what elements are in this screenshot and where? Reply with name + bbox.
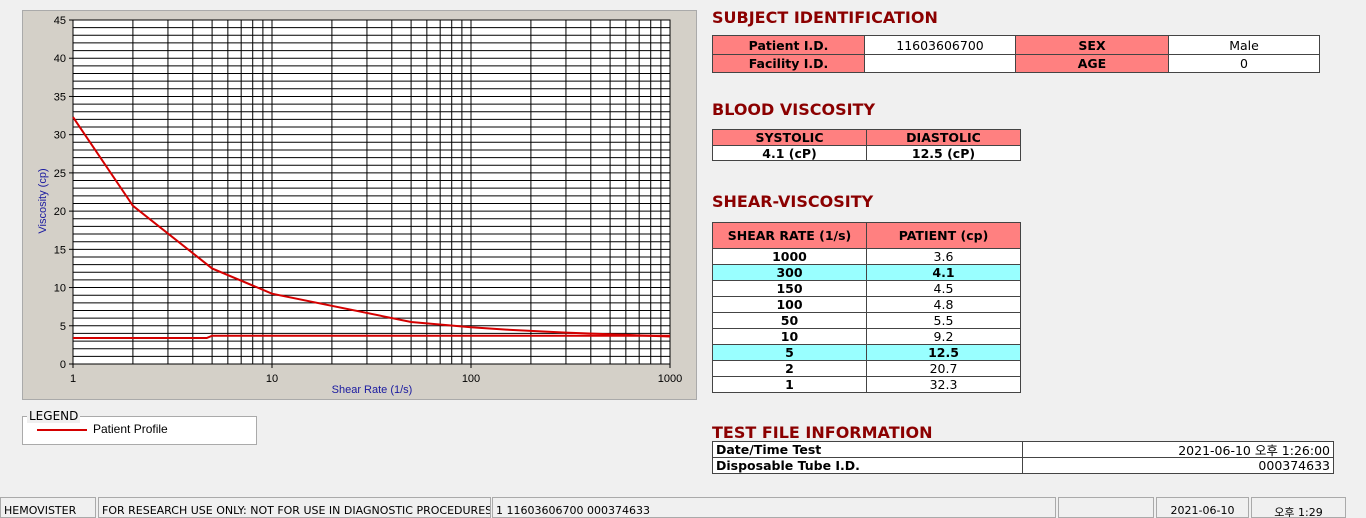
status-cell: 오후 1:29	[1251, 497, 1346, 518]
data-line	[72, 116, 671, 338]
value-cell: 12.5	[866, 344, 1021, 361]
x-tick-label: 100	[462, 373, 480, 385]
chart-panel: Shear Rate (1/s) Viscosity (cp) 1 10 100 10…	[22, 10, 697, 400]
label-cell: SEX	[1015, 35, 1169, 55]
x-tick-label: 10	[266, 373, 278, 385]
label-cell: Date/Time Test	[712, 441, 1023, 458]
label-cell: Facility I.D.	[712, 54, 865, 73]
x-axis-label: Shear Rate (1/s)	[332, 384, 413, 396]
y-axis-label: Viscosity (cp)	[37, 168, 49, 233]
status-cell: FOR RESEARCH USE ONLY: NOT FOR USE IN DI…	[98, 497, 491, 518]
y-tick-label: 5	[60, 321, 66, 333]
value-cell: 2021-06-10 오후 1:26:00	[1022, 441, 1334, 458]
status-cell: HEMOVISTER	[0, 497, 96, 518]
section-title: BLOOD VISCOSITY	[712, 100, 876, 119]
value-cell: 11603606700	[864, 35, 1016, 55]
plot-border	[72, 19, 671, 365]
y-tick-label: 20	[54, 206, 66, 218]
value-cell: 32.3	[866, 376, 1021, 393]
y-tick-label: 10	[54, 283, 66, 295]
y-tick-label: 0	[60, 359, 66, 371]
value-cell: 20.7	[866, 360, 1021, 377]
status-cell: 1 11603606700 000374633	[492, 497, 1056, 518]
data-line	[73, 334, 670, 340]
value-cell: Male	[1168, 35, 1320, 55]
value-cell: 4.1	[866, 264, 1021, 281]
y-tick-label: 35	[54, 91, 66, 103]
value-cell: 0	[1168, 54, 1320, 73]
x-tick-label: 1000	[658, 373, 682, 385]
header-cell: PATIENT (cp)	[866, 222, 1021, 249]
value-cell: 100	[712, 296, 867, 313]
label-cell: AGE	[1015, 54, 1169, 73]
status-cell: 2021-06-10	[1156, 497, 1249, 518]
section-title: TEST FILE INFORMATION	[712, 423, 933, 442]
value-cell: 150	[712, 280, 867, 297]
legend-title: LEGEND	[27, 409, 81, 423]
y-tick-label: 15	[54, 244, 66, 256]
label-cell: Patient I.D.	[712, 35, 865, 55]
section-title: SHEAR-VISCOSITY	[712, 192, 874, 211]
legend-swatch	[37, 429, 87, 431]
plot-area	[73, 20, 670, 364]
value-cell: 5.5	[866, 312, 1021, 329]
value-cell: 50	[712, 312, 867, 329]
value-cell: 1000	[712, 248, 867, 265]
legend-label: Patient Profile	[93, 422, 168, 436]
chart: Shear Rate (1/s) Viscosity (cp) 1 10 100 10…	[37, 15, 682, 396]
header-cell: SYSTOLIC	[712, 129, 867, 146]
x-tick-label: 1	[70, 373, 76, 385]
value-cell	[864, 54, 1016, 73]
value-cell: 4.8	[866, 296, 1021, 313]
y-tick-label: 25	[54, 168, 66, 180]
value-cell: 9.2	[866, 328, 1021, 345]
y-tick-label: 40	[54, 53, 66, 65]
value-cell: 300	[712, 264, 867, 281]
status-cell	[1058, 497, 1154, 518]
value-cell: 12.5 (cP)	[866, 145, 1021, 161]
legend: LEGEND Patient Profile	[22, 409, 257, 445]
y-tick-label: 45	[54, 15, 66, 27]
value-cell: 1	[712, 376, 867, 393]
header-cell: DIASTOLIC	[866, 129, 1021, 146]
value-cell: 3.6	[866, 248, 1021, 265]
value-cell: 4.5	[866, 280, 1021, 297]
y-tick-label: 30	[54, 130, 66, 142]
value-cell: 10	[712, 328, 867, 345]
section-title: SUBJECT IDENTIFICATION	[712, 8, 938, 27]
value-cell: 000374633	[1022, 457, 1334, 474]
label-cell: Disposable Tube I.D.	[712, 457, 1023, 474]
value-cell: 4.1 (cP)	[712, 145, 867, 161]
value-cell: 2	[712, 360, 867, 377]
value-cell: 5	[712, 344, 867, 361]
header-cell: SHEAR RATE (1/s)	[712, 222, 867, 249]
